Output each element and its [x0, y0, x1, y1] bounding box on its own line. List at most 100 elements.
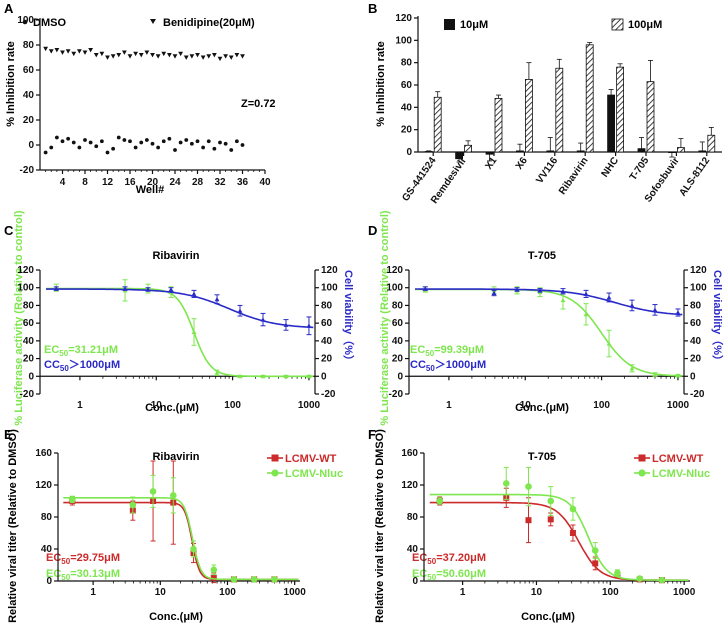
- y2-tick-label: 60: [321, 318, 333, 329]
- x-tick-label: 40: [259, 177, 271, 188]
- ec50-nluc-annotation: EC50=50.60μM: [412, 568, 486, 582]
- category-label: ALS-8112: [677, 155, 712, 199]
- data-point: [525, 517, 532, 524]
- benidipine-point: [150, 53, 155, 58]
- benidipine-point: [189, 54, 195, 59]
- y-tick-label: 80: [23, 40, 35, 51]
- data-point: [190, 545, 197, 553]
- x-tick-label: 12: [102, 177, 114, 188]
- bar-10um: [455, 151, 464, 160]
- legend-marker-wt: [638, 454, 646, 462]
- ec50-nluc-annotation: EC50=30.13μM: [46, 568, 120, 582]
- dmso-point: [116, 135, 121, 140]
- y-tick-label: 80: [407, 512, 419, 523]
- y2-tick-label: 80: [690, 300, 702, 311]
- benidipine-point: [228, 55, 234, 60]
- bar-10um: [485, 151, 494, 155]
- benidipine-point: [144, 50, 150, 55]
- x-tick-label: 1: [460, 587, 466, 598]
- ec50-wt-annotation: EC50=29.75μM: [46, 552, 120, 566]
- y2-axis-label: Cell viability（%）: [711, 270, 724, 366]
- data-point: [237, 308, 243, 313]
- panel-letter: B: [368, 1, 377, 16]
- y-tick-label: 40: [23, 90, 35, 101]
- dmso-point: [184, 138, 189, 142]
- dmso-point: [105, 150, 110, 155]
- y-tick-label: 0: [397, 371, 403, 382]
- x-tick-label: 28: [192, 177, 204, 188]
- legend-lcmv-nluc: LCMV-Nluc: [285, 468, 343, 480]
- dmso-point: [161, 139, 166, 144]
- y-tick-label: 120: [386, 265, 403, 276]
- dmso-point: [128, 139, 132, 144]
- y2-tick-label: 120: [321, 265, 338, 276]
- dmso-point: [173, 148, 177, 152]
- x-tick-label: 100: [224, 400, 241, 411]
- bar-10um: [424, 151, 433, 153]
- data-point: [560, 297, 566, 303]
- benidipine-point: [133, 51, 139, 57]
- bar-10um: [668, 151, 676, 154]
- y-tick-label: 120: [395, 13, 412, 24]
- y-tick-label: 0: [46, 576, 52, 587]
- y-axis-label: % Luciferase activity (Relative to contr…: [379, 210, 391, 426]
- dmso-point: [54, 135, 59, 140]
- x-tick-label: 8: [82, 177, 88, 188]
- data-point: [129, 501, 137, 509]
- ec50-annotation: EC50=99.39μM: [410, 344, 484, 358]
- x-tick-label: 1000: [298, 400, 321, 411]
- dmso-point: [71, 140, 76, 145]
- benidipine-point: [88, 48, 94, 53]
- panel-letter: A: [4, 1, 14, 16]
- benidipine-point: [121, 50, 127, 55]
- y-tick-label: 20: [392, 354, 404, 365]
- data-point: [569, 505, 577, 513]
- y-axis-label: % Luciferase activity (Relative to contr…: [13, 210, 25, 426]
- y-tick-label: 120: [401, 480, 418, 491]
- y2-tick-label: 60: [690, 318, 702, 329]
- category-label: T-705: [628, 155, 652, 183]
- benidipine-point: [223, 54, 229, 59]
- data-point: [169, 492, 177, 499]
- chart-title: Ribavirin: [152, 451, 199, 463]
- data-point: [271, 576, 278, 583]
- benidipine-point: [127, 54, 133, 59]
- dmso-point: [240, 143, 245, 147]
- benidipine-point: [54, 48, 60, 53]
- benidipine-point: [172, 54, 178, 59]
- y-axis-label: Relative viral titer (Relative to DMSO): [7, 429, 19, 623]
- benidipine-point: [116, 53, 122, 58]
- ec50-wt-annotation: EC50=37.20μM: [412, 552, 486, 566]
- x-tick-label: 100: [219, 587, 236, 598]
- y-tick-label: -20: [20, 389, 35, 400]
- data-point: [583, 291, 589, 296]
- benidipine-point: [195, 53, 200, 58]
- y-tick-label: 20: [23, 115, 35, 126]
- benidipine-point: [211, 53, 217, 58]
- data-point: [191, 329, 197, 334]
- data-point: [191, 291, 197, 296]
- bar-10um: [698, 150, 707, 153]
- panel-letter: E: [4, 427, 13, 442]
- benidipine-point: [43, 46, 49, 52]
- y-tick-label: 60: [23, 318, 35, 329]
- bar-10um: [546, 150, 555, 153]
- dmso-point: [66, 136, 71, 141]
- data-point: [592, 560, 599, 567]
- chart-title: Ribavirin: [152, 250, 199, 262]
- x-axis-label: Well#: [136, 184, 165, 196]
- cc50-annotation: CC50＞1000μM: [410, 359, 486, 373]
- category-label: VV116: [534, 155, 560, 186]
- y2-tick-label: -20: [690, 389, 705, 400]
- data-point: [491, 290, 497, 296]
- bar-100um: [677, 147, 685, 153]
- dmso-point: [178, 140, 183, 145]
- data-point: [422, 286, 428, 291]
- data-point: [675, 310, 681, 315]
- y-tick-label: 60: [23, 65, 35, 76]
- chart-title: T-705: [528, 451, 556, 463]
- data-point: [636, 575, 643, 582]
- y2-tick-label: 0: [321, 371, 327, 382]
- data-point: [436, 497, 444, 505]
